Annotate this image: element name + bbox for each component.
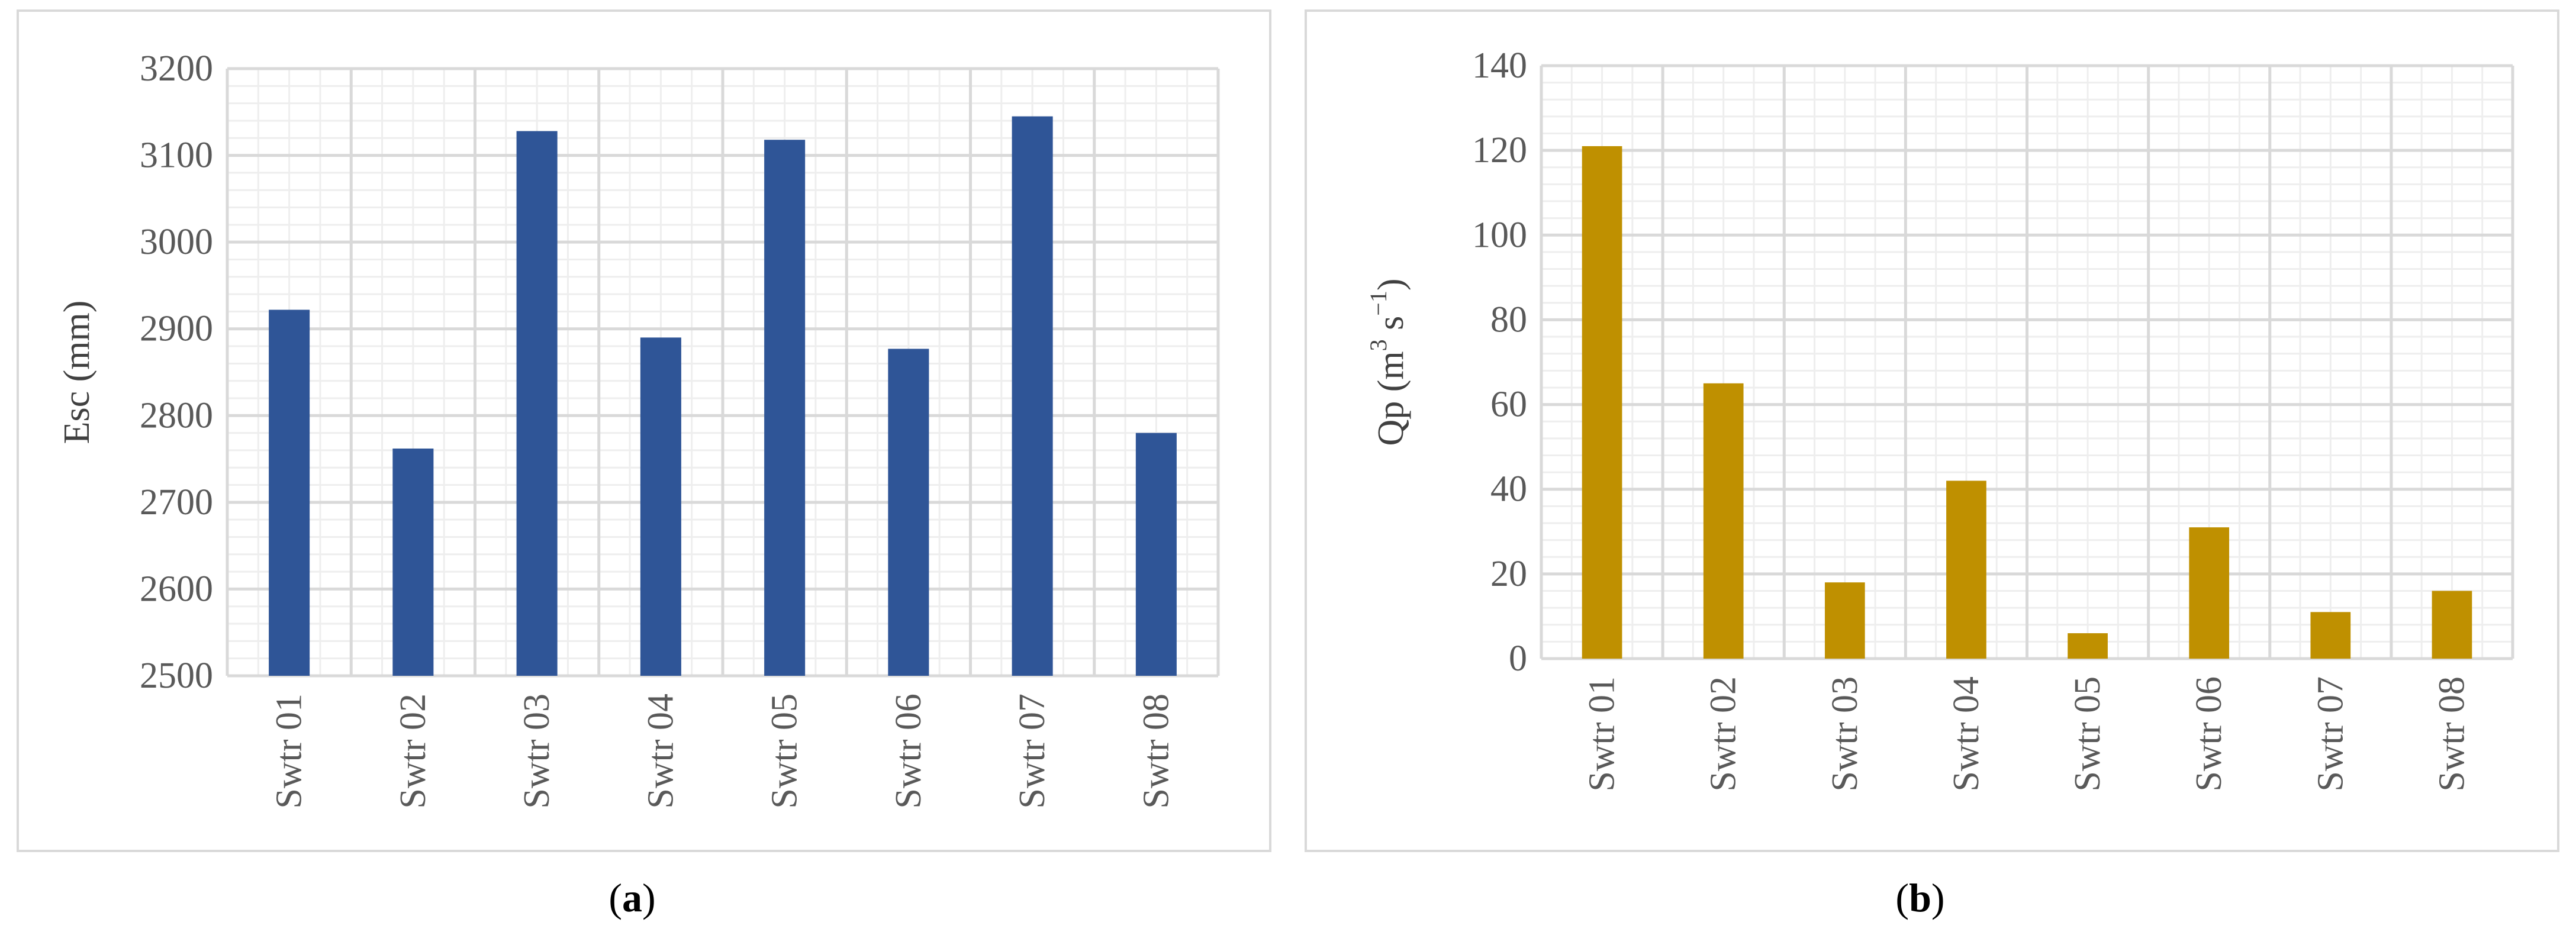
y-tick-label: 2600 bbox=[140, 569, 213, 609]
y-tick-label: 3100 bbox=[140, 136, 213, 176]
bar bbox=[764, 140, 806, 676]
x-tick-label: Swtr 01 bbox=[269, 694, 310, 809]
y-axis-title: Esc (mm) bbox=[57, 301, 97, 444]
x-tick-label: Swtr 07 bbox=[2310, 676, 2350, 792]
bar bbox=[516, 131, 558, 676]
x-tick-label: Swtr 06 bbox=[2189, 676, 2229, 792]
y-tick-label: 60 bbox=[1490, 385, 1527, 425]
y-axis-title-superscript: −1 bbox=[1365, 291, 1392, 316]
bar bbox=[269, 309, 310, 676]
y-tick-label: 3200 bbox=[140, 49, 213, 89]
caption-a: (a) bbox=[608, 875, 656, 920]
x-tick-label: Swtr 05 bbox=[2068, 676, 2108, 792]
y-tick-label: 40 bbox=[1490, 469, 1527, 510]
bar bbox=[1824, 582, 1865, 659]
major-gridlines bbox=[1540, 64, 2514, 660]
bar bbox=[2310, 612, 2351, 659]
x-tick-label: Swtr 03 bbox=[517, 694, 557, 809]
y-axis-title-part: s bbox=[1371, 316, 1411, 340]
x-tick-label: Swtr 01 bbox=[1582, 676, 1622, 792]
major-gridlines bbox=[226, 67, 1220, 678]
y-axis-title-part: ) bbox=[1371, 278, 1411, 291]
x-tick-label: Swtr 05 bbox=[765, 694, 805, 809]
y-tick-label: 3000 bbox=[140, 222, 213, 262]
y-axis-title: Qp (m3 s−1) bbox=[1365, 278, 1412, 446]
y-tick-label: 2500 bbox=[140, 656, 213, 696]
bar bbox=[1703, 383, 1744, 659]
bar bbox=[1946, 481, 1986, 659]
bar bbox=[640, 337, 681, 676]
caption-b: (b) bbox=[1895, 875, 1945, 920]
bar bbox=[392, 448, 434, 676]
y-tick-label: 120 bbox=[1472, 130, 1527, 170]
bar bbox=[1012, 116, 1053, 676]
x-tick-label: Swtr 03 bbox=[1825, 676, 1865, 792]
y-tick-label: 2900 bbox=[140, 309, 213, 349]
bar bbox=[2432, 591, 2472, 659]
bar bbox=[2189, 527, 2230, 659]
y-tick-label: 2800 bbox=[140, 395, 213, 436]
x-tick-label: Swtr 06 bbox=[888, 694, 929, 809]
y-tick-label: 80 bbox=[1490, 299, 1527, 340]
x-tick-label: Swtr 08 bbox=[2432, 676, 2472, 792]
x-tick-label: Swtr 04 bbox=[640, 694, 681, 809]
x-tick-label: Swtr 02 bbox=[393, 694, 433, 809]
bar bbox=[2068, 633, 2108, 659]
x-tick-label: Swtr 02 bbox=[1704, 676, 1744, 792]
y-tick-label: 2700 bbox=[140, 482, 213, 523]
x-tick-label: Swtr 08 bbox=[1136, 694, 1176, 809]
bar bbox=[888, 349, 929, 676]
bar bbox=[1135, 433, 1177, 676]
y-tick-label: 20 bbox=[1490, 554, 1527, 594]
x-tick-label: Swtr 04 bbox=[1946, 676, 1986, 792]
y-tick-label: 140 bbox=[1472, 46, 1527, 86]
y-axis-title-part: Qp (m bbox=[1371, 351, 1411, 446]
bar bbox=[1582, 146, 1622, 659]
y-tick-label: 100 bbox=[1472, 215, 1527, 255]
x-tick-label: Swtr 07 bbox=[1012, 694, 1052, 809]
y-axis-title-superscript: 3 bbox=[1365, 339, 1392, 351]
y-tick-label: 0 bbox=[1509, 639, 1527, 679]
